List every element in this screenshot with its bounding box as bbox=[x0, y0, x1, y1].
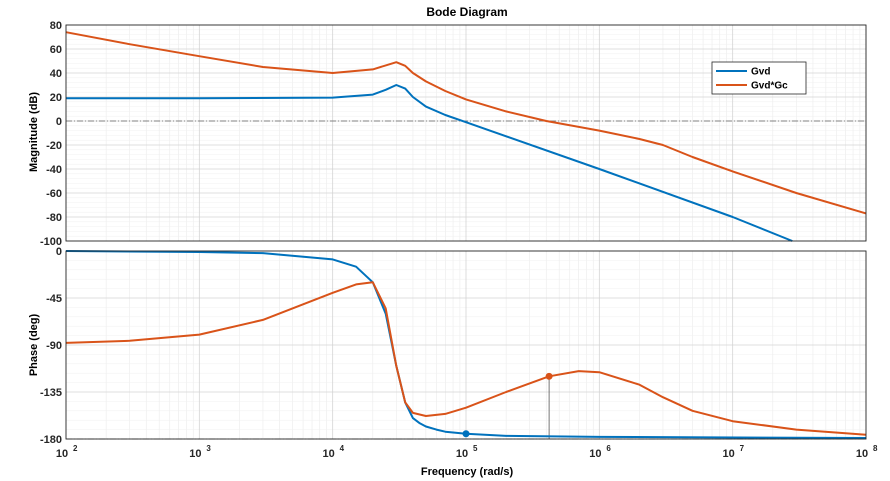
series-line-gvd bbox=[66, 84, 793, 242]
y-tick-label: 80 bbox=[50, 20, 62, 32]
x-tick-labels: 10 2 10 3 10 4 10 5 10 6 10 7 10 8 bbox=[56, 444, 878, 460]
x-tick-exponent: 5 bbox=[473, 444, 478, 453]
y-tick-label: 60 bbox=[50, 44, 62, 56]
x-tick-label: 10 bbox=[723, 448, 735, 460]
data-marker-gvd bbox=[462, 430, 470, 438]
x-tick-exponent: 8 bbox=[873, 444, 878, 453]
x-tick-label: 10 bbox=[189, 448, 201, 460]
series-line-gvd-gc bbox=[65, 31, 867, 215]
y-tick-label: 40 bbox=[50, 68, 62, 80]
x-tick-label: 10 bbox=[589, 448, 601, 460]
x-tick-exponent: 3 bbox=[206, 444, 211, 453]
y-tick-label: -135 bbox=[40, 387, 62, 399]
phase-panel: 0 -45 -90 -135 -180 bbox=[40, 246, 867, 446]
legend-label-gvd-gc: Gvd*Gc bbox=[751, 81, 788, 92]
y-tick-label: -100 bbox=[40, 236, 62, 248]
series-line-gvd bbox=[65, 250, 867, 439]
y-tick-label: -40 bbox=[46, 164, 62, 176]
y-tick-label: 20 bbox=[50, 92, 62, 104]
series-line-gvd-gc bbox=[65, 281, 867, 436]
data-marker-gvd-gc bbox=[545, 372, 553, 380]
x-tick-label: 10 bbox=[456, 448, 468, 460]
y-tick-label: 0 bbox=[56, 246, 62, 258]
chart-title: Bode Diagram bbox=[426, 5, 507, 19]
x-tick-exponent: 7 bbox=[740, 444, 745, 453]
x-tick-label: 10 bbox=[56, 448, 68, 460]
legend-box bbox=[711, 61, 807, 95]
y-tick-label: -45 bbox=[46, 293, 62, 305]
x-tick-label: 10 bbox=[323, 448, 335, 460]
y-tick-label: 0 bbox=[56, 116, 62, 128]
magnitude-axis-label: Magnitude (dB) bbox=[28, 92, 40, 172]
x-tick-exponent: 6 bbox=[606, 444, 611, 453]
phase-axis-label: Phase (deg) bbox=[28, 313, 40, 376]
legend-label-gvd: Gvd bbox=[751, 67, 770, 78]
x-tick-label: 10 bbox=[856, 448, 868, 460]
x-tick-exponent: 2 bbox=[73, 444, 78, 453]
axes-frame bbox=[65, 24, 867, 242]
y-tick-label: -90 bbox=[46, 340, 62, 352]
legend: Gvd Gvd*Gc bbox=[711, 61, 807, 95]
frequency-axis-label: Frequency (rad/s) bbox=[421, 466, 514, 478]
y-tick-label: -80 bbox=[46, 212, 62, 224]
y-tick-label: -180 bbox=[40, 434, 62, 446]
magnitude-panel: 80 60 40 20 0 -20 -40 -60 -80 -100 bbox=[40, 20, 867, 248]
axes-frame bbox=[65, 250, 867, 440]
y-tick-label: -60 bbox=[46, 188, 62, 200]
x-tick-exponent: 4 bbox=[340, 444, 345, 453]
y-tick-label: -20 bbox=[46, 140, 62, 152]
